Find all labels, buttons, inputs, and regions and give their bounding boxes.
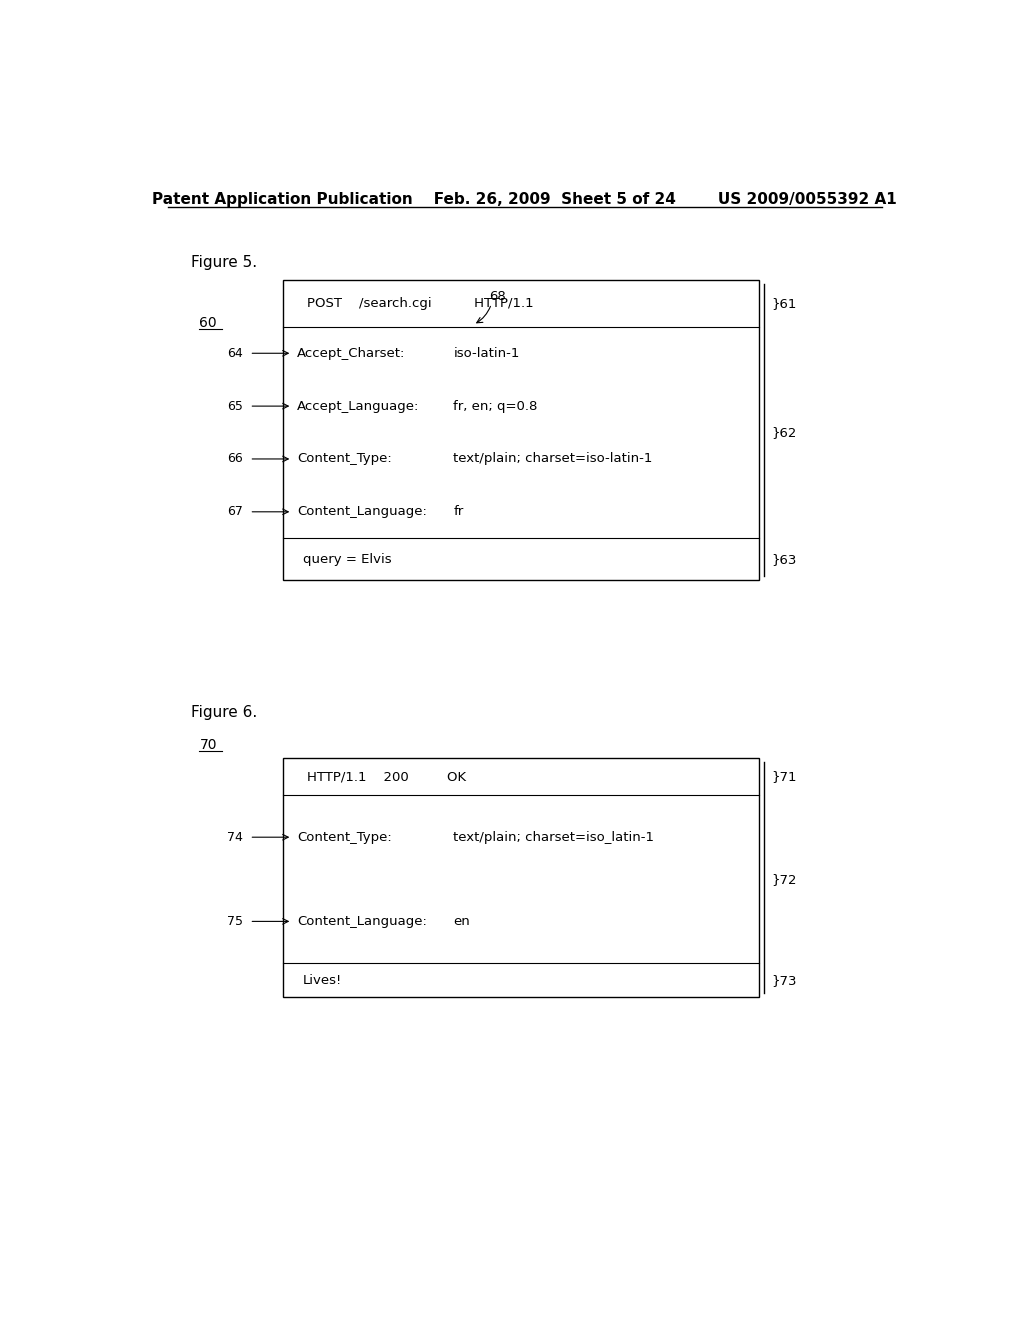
Text: POST    /search.cgi          HTTP/1.1: POST /search.cgi HTTP/1.1 bbox=[306, 297, 534, 310]
Text: Lives!: Lives! bbox=[303, 974, 342, 987]
Text: query = Elvis: query = Elvis bbox=[303, 553, 391, 566]
Text: iso-latin-1: iso-latin-1 bbox=[454, 347, 520, 360]
Text: text/plain; charset=iso-latin-1: text/plain; charset=iso-latin-1 bbox=[454, 453, 652, 466]
Text: }71: }71 bbox=[771, 770, 797, 783]
Text: fr, en; q=0.8: fr, en; q=0.8 bbox=[454, 400, 538, 413]
Text: 74: 74 bbox=[227, 830, 243, 843]
Text: 60: 60 bbox=[200, 315, 217, 330]
Text: }62: }62 bbox=[771, 426, 797, 440]
Text: 65: 65 bbox=[227, 400, 243, 413]
Text: Patent Application Publication    Feb. 26, 2009  Sheet 5 of 24        US 2009/00: Patent Application Publication Feb. 26, … bbox=[153, 191, 897, 207]
Text: 68: 68 bbox=[489, 289, 506, 302]
Bar bbox=[283, 280, 759, 581]
Text: 67: 67 bbox=[227, 506, 243, 519]
Text: en: en bbox=[454, 915, 470, 928]
Text: 75: 75 bbox=[227, 915, 244, 928]
Text: Figure 6.: Figure 6. bbox=[191, 705, 258, 721]
Text: fr: fr bbox=[454, 506, 464, 519]
Text: }73: }73 bbox=[771, 974, 797, 987]
Text: 64: 64 bbox=[227, 347, 243, 360]
Text: Accept_Language:: Accept_Language: bbox=[297, 400, 420, 413]
Text: }61: }61 bbox=[771, 297, 797, 310]
Text: 70: 70 bbox=[200, 738, 217, 752]
Text: Content_Type:: Content_Type: bbox=[297, 830, 392, 843]
Bar bbox=[283, 758, 759, 997]
Text: HTTP/1.1    200         OK: HTTP/1.1 200 OK bbox=[306, 770, 466, 783]
Text: Accept_Charset:: Accept_Charset: bbox=[297, 347, 406, 360]
Text: 66: 66 bbox=[227, 453, 243, 466]
Text: }72: }72 bbox=[771, 873, 797, 886]
Text: Content_Language:: Content_Language: bbox=[297, 506, 427, 519]
Text: }63: }63 bbox=[771, 553, 797, 566]
Text: Content_Language:: Content_Language: bbox=[297, 915, 427, 928]
Text: Content_Type:: Content_Type: bbox=[297, 453, 392, 466]
Text: Figure 5.: Figure 5. bbox=[191, 255, 258, 271]
Text: text/plain; charset=iso_latin-1: text/plain; charset=iso_latin-1 bbox=[454, 830, 654, 843]
